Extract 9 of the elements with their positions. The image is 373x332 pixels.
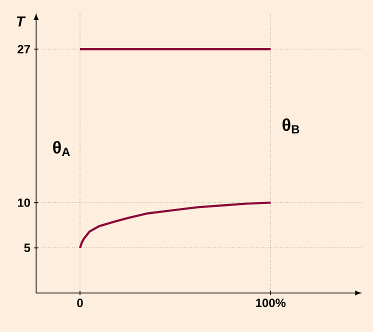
annotation: θ$_{A}$ xyxy=(53,140,70,156)
x-tick-label: 100% xyxy=(256,298,286,308)
y-tick-label: 10 xyxy=(18,198,30,207)
y-tick-label: 27 xyxy=(18,44,30,54)
line-series xyxy=(78,202,272,249)
y-axis-title: T xyxy=(16,16,26,26)
y-tick-label: 5 xyxy=(24,244,30,252)
x-tick-label: 0 xyxy=(77,298,83,308)
annotation: θ$_{B}$ xyxy=(282,118,300,134)
